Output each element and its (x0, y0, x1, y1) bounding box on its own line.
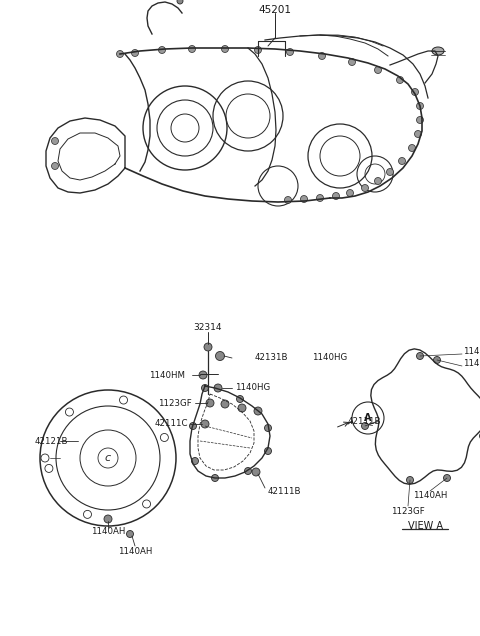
Circle shape (407, 476, 413, 483)
Text: 45201: 45201 (259, 5, 291, 15)
Circle shape (158, 46, 166, 53)
Circle shape (285, 197, 291, 204)
Circle shape (51, 137, 59, 144)
Circle shape (347, 190, 353, 197)
Circle shape (264, 448, 272, 455)
Text: 1140HG: 1140HG (463, 347, 480, 357)
Text: 1140AH: 1140AH (413, 492, 447, 501)
Circle shape (417, 116, 423, 123)
Text: 1140HG: 1140HG (235, 384, 270, 392)
Circle shape (237, 396, 243, 403)
Circle shape (206, 399, 214, 407)
Circle shape (51, 163, 59, 170)
Text: 1140AH: 1140AH (118, 546, 152, 555)
Text: VIEW A: VIEW A (408, 521, 443, 531)
Circle shape (417, 352, 423, 359)
Circle shape (398, 158, 406, 165)
Circle shape (411, 88, 419, 95)
Circle shape (300, 195, 308, 202)
Circle shape (214, 384, 222, 392)
Circle shape (361, 184, 369, 191)
Circle shape (216, 352, 225, 361)
Circle shape (333, 193, 339, 200)
Circle shape (221, 46, 228, 53)
Circle shape (202, 385, 208, 392)
Text: A: A (364, 413, 372, 423)
Circle shape (221, 400, 229, 408)
Text: c: c (105, 453, 111, 463)
Circle shape (386, 169, 394, 176)
Text: 42131B: 42131B (255, 354, 288, 363)
Circle shape (192, 457, 199, 464)
Circle shape (264, 424, 272, 431)
Circle shape (238, 404, 246, 412)
Text: 1140HM: 1140HM (149, 371, 185, 380)
Circle shape (374, 177, 382, 184)
Circle shape (408, 144, 416, 151)
Circle shape (374, 67, 382, 74)
Ellipse shape (432, 47, 444, 55)
Circle shape (189, 46, 195, 53)
Text: 1123GF: 1123GF (391, 506, 425, 516)
Circle shape (319, 53, 325, 60)
Circle shape (204, 343, 212, 351)
Circle shape (287, 48, 293, 55)
Text: 42111B: 42111B (348, 417, 382, 425)
Circle shape (396, 76, 404, 83)
Text: 42111C: 42111C (155, 420, 188, 429)
Text: 32314: 32314 (194, 324, 222, 333)
Circle shape (104, 515, 112, 523)
Circle shape (201, 420, 209, 428)
Circle shape (316, 195, 324, 202)
Circle shape (132, 50, 139, 57)
Circle shape (252, 468, 260, 476)
Circle shape (254, 46, 262, 53)
Circle shape (117, 50, 123, 57)
Text: 42121B: 42121B (35, 436, 69, 445)
Text: 1140AH: 1140AH (91, 527, 125, 536)
Circle shape (199, 371, 207, 379)
Circle shape (444, 474, 451, 481)
Circle shape (177, 0, 183, 4)
Circle shape (348, 59, 356, 66)
Circle shape (361, 422, 369, 429)
Circle shape (127, 530, 133, 537)
Circle shape (254, 407, 262, 415)
Text: 1123GF: 1123GF (158, 399, 192, 408)
Text: 42111B: 42111B (268, 487, 301, 495)
Text: 1140HG: 1140HG (312, 354, 347, 363)
Circle shape (417, 102, 423, 109)
Circle shape (190, 422, 196, 429)
Circle shape (415, 130, 421, 137)
Circle shape (212, 474, 218, 481)
Circle shape (244, 467, 252, 474)
Circle shape (433, 357, 441, 364)
Text: 1140HG: 1140HG (463, 359, 480, 368)
